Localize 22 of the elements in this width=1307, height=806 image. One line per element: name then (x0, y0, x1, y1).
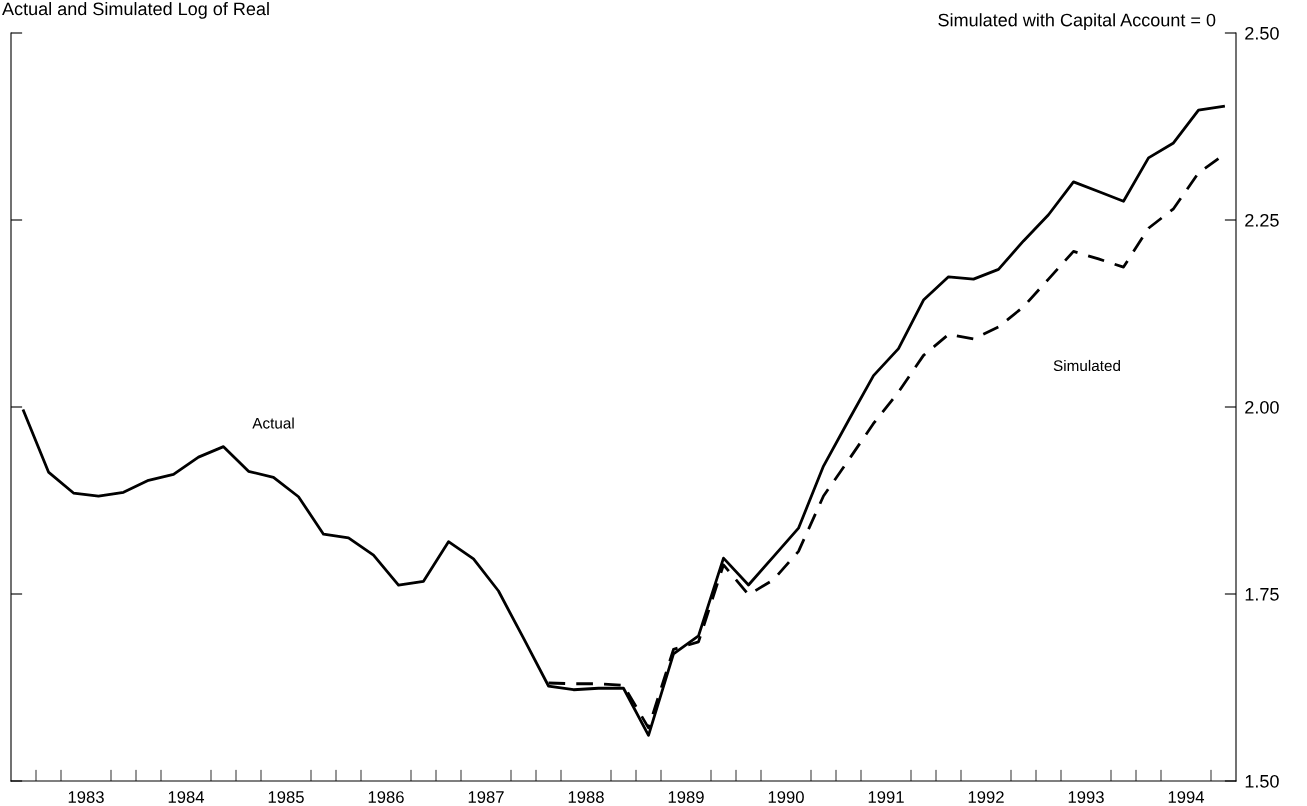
x-tick-label: 1986 (368, 791, 404, 803)
x-tick-label: 1984 (168, 791, 205, 803)
text: Actual (252, 417, 294, 429)
x-tick-label: 1987 (468, 791, 504, 803)
y-tick-label: 2.25 (1245, 213, 1279, 227)
chart-title: Actual and Simulated Log of Real (2, 2, 269, 19)
x-tick-label: 1993 (1068, 791, 1104, 803)
x-tick-label: 1989 (668, 791, 704, 803)
line-series (22, 104, 1225, 737)
y-tick-label: 2.00 (1245, 400, 1279, 414)
y-tick-label: 2.50 (1245, 26, 1279, 40)
x-tick-label: 1990 (768, 791, 804, 803)
x-tick-label: 1992 (968, 791, 1004, 803)
text: Simulated with Capital Account = 0 (938, 13, 1216, 30)
y-tick-label: 1.50 (1245, 774, 1279, 788)
x-tick-label: 1985 (268, 791, 304, 803)
y-tick-label: 1.75 (1245, 588, 1279, 601)
x-tick-label: 1983 (68, 791, 104, 803)
x-tick-label: 1988 (568, 791, 604, 803)
annotation: Simulated (1053, 359, 1120, 372)
x-tick-label: 1991 (868, 791, 904, 803)
x-tick-label: 1994 (1168, 791, 1205, 803)
